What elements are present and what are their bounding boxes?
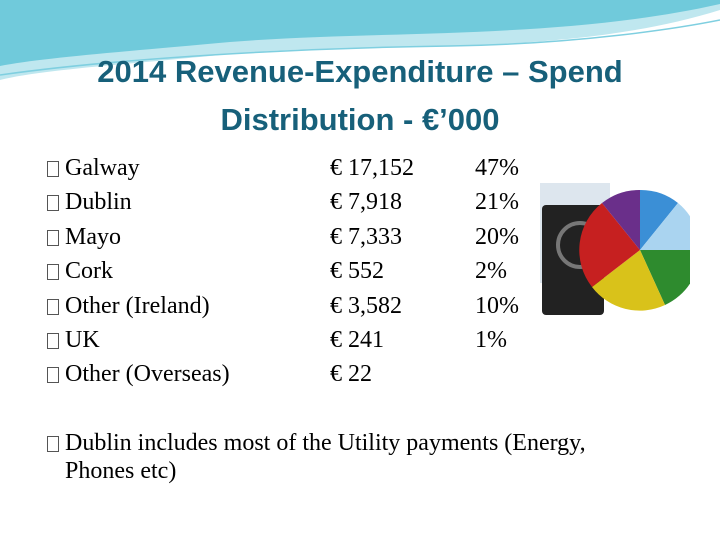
header-wave [0, 0, 720, 80]
percent: 47% [475, 155, 519, 181]
region-label: Other (Overseas) [65, 361, 230, 388]
region-label: Other (Ireland) [65, 292, 210, 319]
bullet [47, 161, 59, 177]
percent: 2% [475, 258, 507, 285]
percent: 10% [475, 292, 519, 319]
region-label: Cork [65, 258, 113, 285]
percent: 21% [475, 189, 519, 216]
region-label: Galway [65, 155, 140, 181]
percent: 1% [475, 327, 507, 353]
amount: € 3,582 [330, 292, 402, 319]
note-line: Dublin includes most of the Utility paym… [65, 430, 586, 456]
bullet [47, 436, 59, 452]
amount: € 22 [330, 361, 372, 388]
bullet [47, 298, 59, 315]
region-label: Dublin [65, 189, 132, 216]
title-line: Distribution - €’000 [220, 102, 500, 137]
bullet [47, 229, 59, 246]
amount: € 552 [330, 258, 384, 285]
amount: € 17,152 [330, 155, 414, 181]
amount: € 241 [330, 327, 384, 353]
region-label: Mayo [65, 223, 121, 250]
region-label: UK [65, 327, 100, 353]
pie-clipart [540, 183, 690, 315]
percent: 20% [475, 223, 519, 250]
title-line: 2014 Revenue-Expenditure – Spend [97, 54, 623, 89]
bullet [47, 333, 59, 349]
amount: € 7,918 [330, 189, 402, 216]
bullet [47, 195, 59, 212]
note-line: Phones etc) [65, 458, 177, 484]
bullet [47, 367, 59, 384]
bullet [47, 264, 59, 281]
amount: € 7,333 [330, 223, 402, 250]
